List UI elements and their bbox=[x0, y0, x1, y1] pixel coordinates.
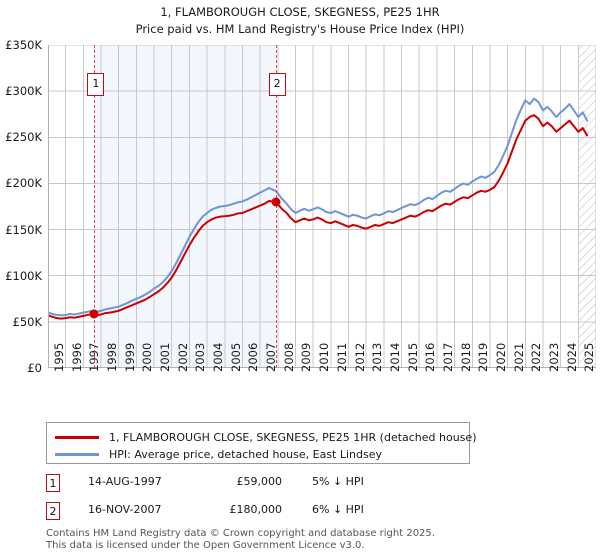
x-axis-line bbox=[48, 367, 596, 368]
transaction-hpi-delta: 5% ↓ HPI bbox=[312, 475, 364, 488]
x-axis-tick-label: 2019 bbox=[476, 342, 491, 372]
x-axis-tick-label: 2003 bbox=[193, 342, 208, 372]
hpi-price-chart: £0 £50K £100K £150K £200K £250K £300K £350K 199… bbox=[5, 38, 596, 375]
legend-item-hpi: HPI: Average price, detached house, East… bbox=[55, 445, 382, 463]
table-row: 2 16-NOV-2007 £180,000 6% ↓ HPI bbox=[46, 502, 476, 522]
sale-event-badge[interactable]: 1 bbox=[87, 73, 105, 96]
x-axis-tick-label: 2006 bbox=[246, 342, 261, 372]
legend-swatch-price-paid bbox=[55, 435, 99, 439]
y-axis-tick-label: £250K bbox=[5, 130, 42, 145]
footer-line-1: Contains HM Land Registry data © Crown c… bbox=[46, 528, 435, 539]
y-axis-tick-label: £300K bbox=[5, 84, 42, 99]
sale-price-point[interactable] bbox=[271, 197, 281, 207]
x-axis-tick-label: 2021 bbox=[511, 342, 526, 372]
y-axis-tick-label: £150K bbox=[5, 222, 42, 237]
x-axis-tick-label: 2016 bbox=[423, 342, 438, 372]
transaction-date: 16-NOV-2007 bbox=[88, 503, 162, 516]
legend-label-price-paid: 1, FLAMBOROUGH CLOSE, SKEGNESS, PE25 1HR… bbox=[109, 430, 477, 444]
transaction-price: £180,000 bbox=[229, 503, 283, 516]
chart-plot-svg bbox=[48, 45, 596, 368]
x-axis-tick-label: 2022 bbox=[529, 342, 544, 372]
page-title: 1, FLAMBOROUGH CLOSE, SKEGNESS, PE25 1HR… bbox=[0, 4, 600, 38]
future-hatch-region bbox=[579, 45, 596, 368]
status-badge: 1 bbox=[46, 474, 60, 492]
transaction-hpi-delta: 6% ↓ HPI bbox=[312, 503, 364, 516]
sale-price-point[interactable] bbox=[89, 309, 99, 319]
x-axis-tick-label: 2023 bbox=[546, 342, 561, 372]
x-axis-tick-label: 2005 bbox=[228, 342, 243, 372]
attribution-footer: Contains HM Land Registry data © Crown c… bbox=[46, 528, 586, 552]
x-axis-tick-label: 2010 bbox=[317, 342, 332, 372]
x-axis-tick-label: 2002 bbox=[175, 342, 190, 372]
x-axis-tick-label: 2020 bbox=[493, 342, 508, 372]
x-axis-tick-label: 2014 bbox=[387, 342, 402, 372]
title-line-1: 1, FLAMBOROUGH CLOSE, SKEGNESS, PE25 1HR bbox=[160, 5, 440, 19]
x-axis-tick-label: 1995 bbox=[52, 342, 66, 372]
y-axis-tick-label: £0 bbox=[27, 361, 42, 375]
x-axis-tick-label: 2009 bbox=[299, 342, 314, 372]
status-badge: 2 bbox=[46, 502, 60, 520]
legend-swatch-hpi bbox=[55, 452, 99, 456]
x-axis-tick-label: 2008 bbox=[281, 342, 296, 372]
legend-item-price-paid: 1, FLAMBOROUGH CLOSE, SKEGNESS, PE25 1HR… bbox=[55, 428, 477, 446]
footer-line-2: This data is licensed under the Open Gov… bbox=[46, 540, 365, 551]
y-axis-line bbox=[48, 45, 49, 368]
y-axis-tick-label: £100K bbox=[5, 268, 42, 283]
y-axis-tick-label: £50K bbox=[12, 314, 43, 329]
x-axis-tick-label: 2004 bbox=[211, 342, 226, 372]
sale-event-line bbox=[275, 45, 277, 368]
x-axis-tick-label: 2012 bbox=[352, 342, 367, 372]
x-axis-tick-label: 2017 bbox=[440, 342, 455, 372]
sale-event-badge[interactable]: 2 bbox=[268, 73, 286, 96]
x-axis-tick-label: 2024 bbox=[564, 342, 579, 372]
chart-legend: 1, FLAMBOROUGH CLOSE, SKEGNESS, PE25 1HR… bbox=[46, 422, 477, 464]
sale-event-line bbox=[94, 45, 96, 368]
x-axis-tick-label: 2025 bbox=[582, 342, 597, 372]
x-axis-tick-label: 1998 bbox=[105, 342, 120, 372]
sale-period-band bbox=[94, 45, 276, 368]
x-axis-tick-label: 2013 bbox=[370, 342, 385, 372]
x-axis-tick-label: 2015 bbox=[405, 342, 420, 372]
y-axis-tick-label: £200K bbox=[5, 176, 42, 191]
x-axis-tick-label: 1999 bbox=[122, 342, 137, 372]
x-axis-tick-label: 2001 bbox=[158, 342, 173, 372]
table-row: 1 14-AUG-1997 £59,000 5% ↓ HPI bbox=[46, 474, 476, 494]
title-line-2: Price paid vs. HM Land Registry's House … bbox=[135, 22, 465, 36]
transaction-date: 14-AUG-1997 bbox=[88, 475, 162, 488]
x-axis-tick-label: 2000 bbox=[140, 342, 155, 372]
chart-series-lines bbox=[48, 97, 589, 320]
x-axis-tick-label: 1996 bbox=[69, 342, 84, 372]
transaction-price: £59,000 bbox=[236, 475, 283, 488]
x-axis-tick-label: 2011 bbox=[334, 342, 349, 372]
x-axis-tick-label: 2018 bbox=[458, 342, 473, 372]
legend-label-hpi: HPI: Average price, detached house, East… bbox=[109, 447, 383, 461]
y-axis-tick-label: £350K bbox=[5, 38, 42, 52]
